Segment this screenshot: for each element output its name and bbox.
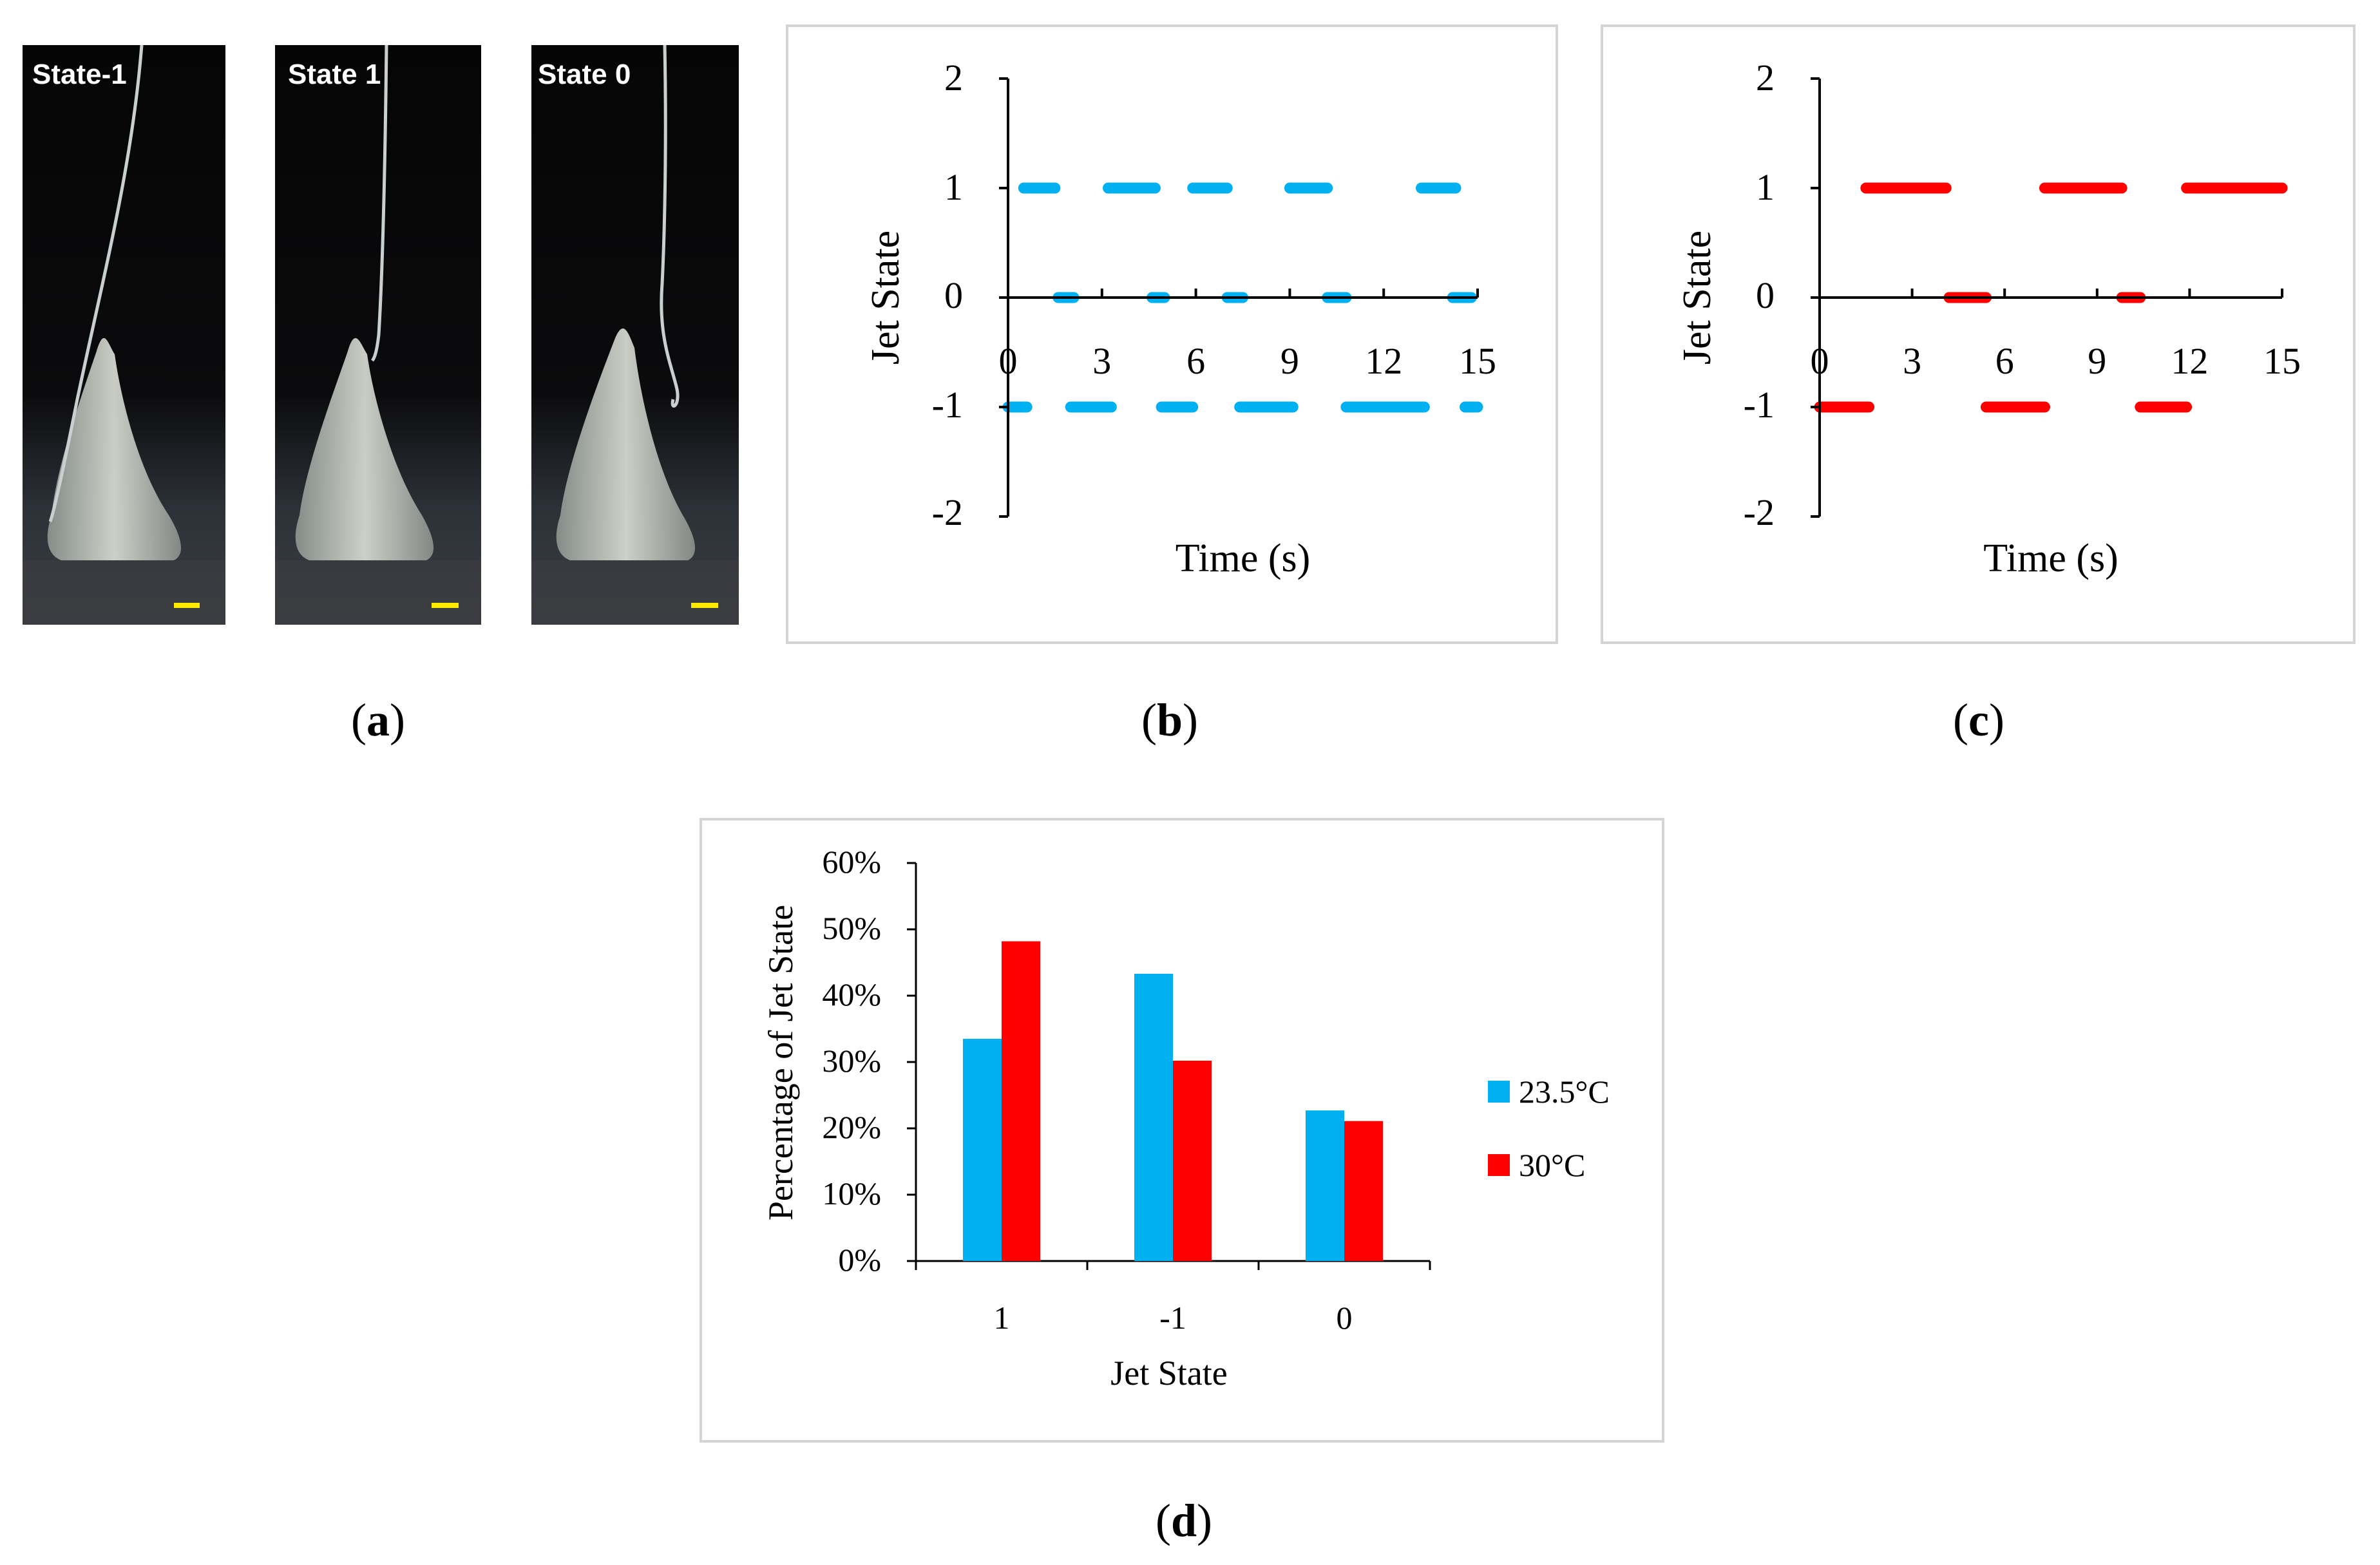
chart-b-frame xyxy=(786,24,1558,644)
photo-label: State 1 xyxy=(288,59,381,90)
bar xyxy=(1134,974,1173,1261)
ytick-label: 40% xyxy=(822,976,881,1012)
legend: 23.5°C 30°C xyxy=(1488,1074,1610,1183)
xtick-label: 0 xyxy=(1811,340,1829,382)
bar xyxy=(1173,1060,1212,1261)
xtick-label: 9 xyxy=(1280,340,1299,382)
ytick-label: 2 xyxy=(944,57,963,99)
gel-structure xyxy=(47,338,182,560)
ytick-label: -1 xyxy=(1744,384,1775,426)
legend-label: 30°C xyxy=(1519,1147,1585,1183)
legend-label: 23.5°C xyxy=(1519,1074,1610,1110)
jet-filament xyxy=(370,44,388,362)
gel-structure xyxy=(295,338,434,560)
ytick-label: 30% xyxy=(822,1043,881,1079)
gel-structure xyxy=(556,328,696,560)
photo-label: State 0 xyxy=(538,59,631,90)
legend-swatch xyxy=(1488,1154,1510,1176)
ytick-label: 10% xyxy=(822,1175,881,1211)
chart-d-ylabel: Percentage of Jet State xyxy=(761,905,800,1220)
chart-c: Jet State Time (s) 2 1 0 -1 -2 0 3 6 9 1… xyxy=(1675,57,2301,580)
chart-b-ylabel: Jet State xyxy=(864,231,908,365)
xtick-label: 6 xyxy=(1995,340,2014,382)
chart-c-xlabel: Time (s) xyxy=(1983,536,2118,580)
ytick-label: 1 xyxy=(1756,166,1775,208)
ytick-label: 0 xyxy=(1756,274,1775,316)
xtick-label: 3 xyxy=(1092,340,1111,382)
panel-label-c: (c) xyxy=(1953,694,2004,746)
photo-state-minus1: State-1 xyxy=(23,44,225,625)
bar xyxy=(1344,1121,1383,1261)
xtick-label: 3 xyxy=(1903,340,1921,382)
legend-swatch xyxy=(1488,1081,1510,1103)
ytick-label: 0 xyxy=(944,274,963,316)
xtick-label: 15 xyxy=(2263,340,2301,382)
xtick-label: 6 xyxy=(1186,340,1205,382)
ytick-label: 2 xyxy=(1756,57,1775,99)
xtick-label: 0 xyxy=(999,340,1018,382)
ytick-label: 50% xyxy=(822,910,881,946)
ytick-label: 60% xyxy=(822,844,881,880)
category-label: -1 xyxy=(1159,1300,1186,1336)
category-label: 1 xyxy=(994,1300,1010,1336)
photo-label: State-1 xyxy=(32,59,127,90)
panel-label-b: (b) xyxy=(1141,694,1198,746)
chart-b-axes xyxy=(999,77,1479,518)
panel-label-a: (a) xyxy=(351,694,405,746)
xtick-label: 15 xyxy=(1459,340,1496,382)
jet-filament xyxy=(48,44,144,522)
xtick-label: 9 xyxy=(2088,340,2106,382)
ytick-label: 0% xyxy=(838,1242,881,1278)
xtick-label: 12 xyxy=(1365,340,1402,382)
chart-c-frame xyxy=(1601,24,2356,644)
ytick-label: 20% xyxy=(822,1109,881,1145)
chart-b: Jet State Time (s) 2 1 0 -1 -2 0 3 6 9 1… xyxy=(864,57,1496,580)
photo-panel: State-1 State 1 State 0 xyxy=(23,44,739,625)
photo-state-1: State 1 xyxy=(275,44,481,625)
jet-filament xyxy=(660,44,680,408)
bar xyxy=(1306,1110,1344,1261)
ytick-label: -2 xyxy=(932,491,963,533)
ytick-label: -1 xyxy=(932,384,963,426)
panel-label-d: (d) xyxy=(1156,1495,1212,1546)
chart-d-bars xyxy=(963,941,1383,1261)
chart-d-xlabel: Jet State xyxy=(1110,1354,1227,1392)
chart-c-axes xyxy=(1811,77,2283,518)
chart-c-ylabel: Jet State xyxy=(1675,231,1719,365)
xtick-label: 12 xyxy=(2171,340,2208,382)
category-label: 0 xyxy=(1337,1300,1353,1336)
chart-d: 60% 50% 40% 30% 20% 10% 0% 1 -1 0 Jet St… xyxy=(761,844,1610,1392)
chart-b-xlabel: Time (s) xyxy=(1176,536,1311,580)
bar xyxy=(963,1038,1002,1261)
ytick-label: 1 xyxy=(944,166,963,208)
ytick-label: -2 xyxy=(1744,491,1775,533)
bar xyxy=(1002,941,1040,1261)
photo-state-0: State 0 xyxy=(531,44,739,625)
